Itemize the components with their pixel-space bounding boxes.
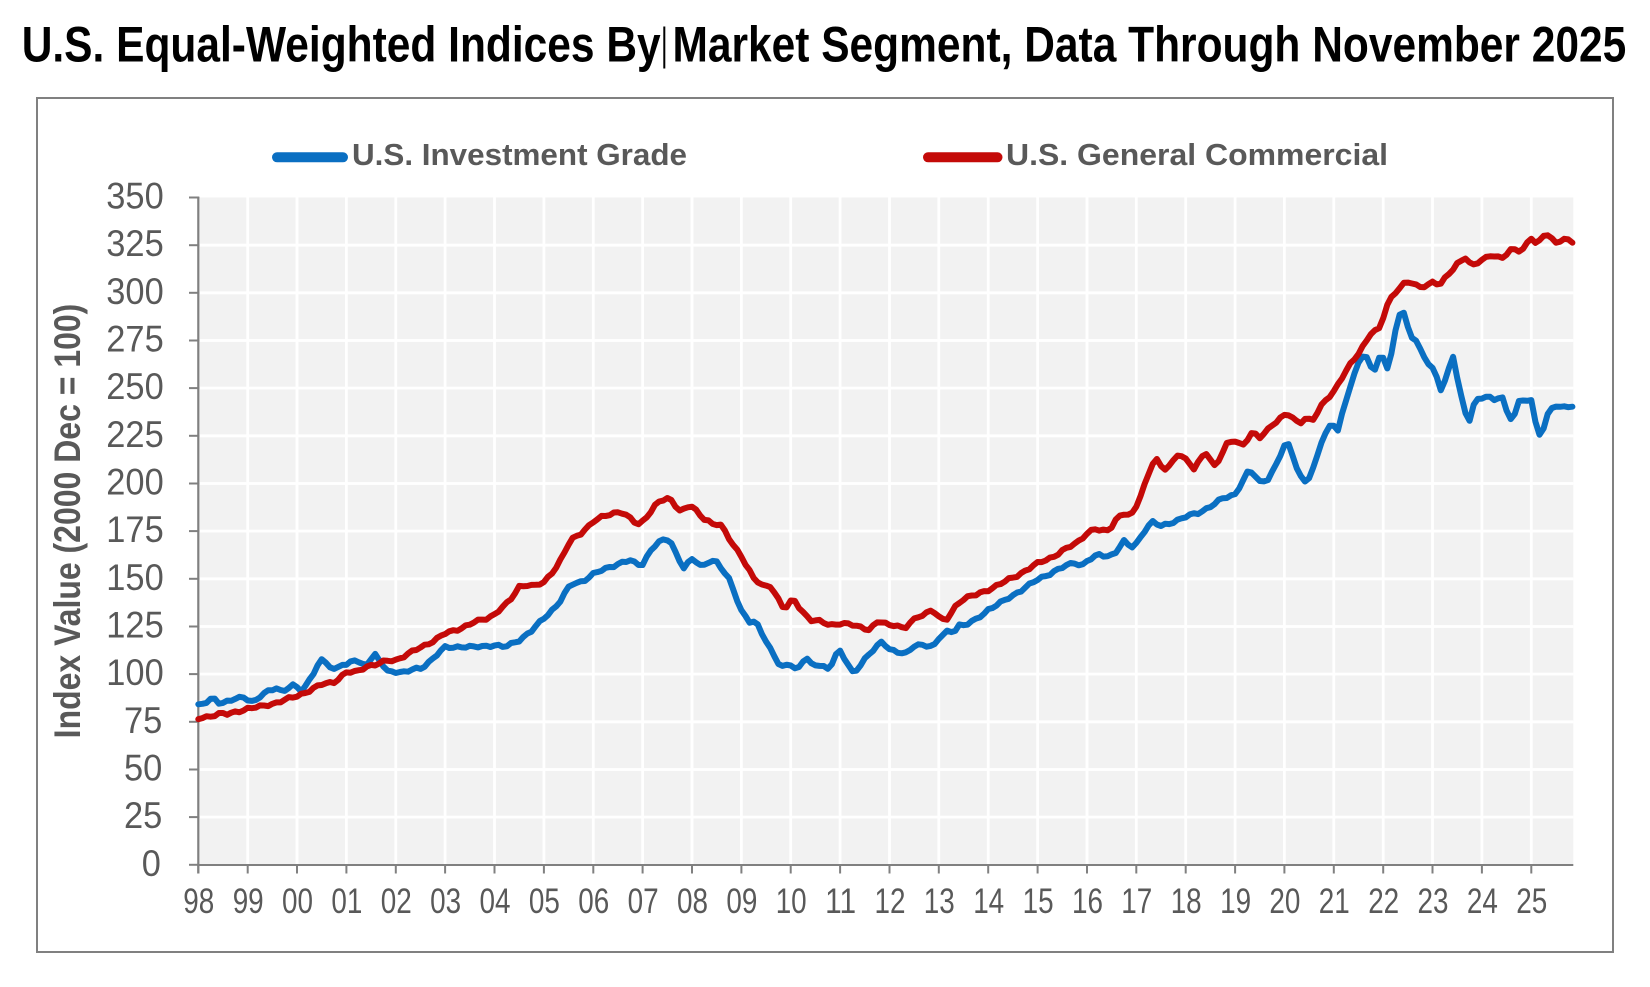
svg-text:300: 300: [106, 271, 163, 312]
svg-text:99: 99: [233, 881, 264, 921]
svg-text:00: 00: [282, 881, 313, 921]
svg-text:225: 225: [106, 414, 163, 455]
svg-text:15: 15: [1023, 881, 1054, 921]
svg-text:07: 07: [628, 881, 659, 921]
svg-text:16: 16: [1072, 881, 1103, 921]
svg-text:98: 98: [183, 881, 214, 921]
svg-text:Index Value (2000 Dec = 100): Index Value (2000 Dec = 100): [47, 304, 89, 739]
svg-text:21: 21: [1319, 881, 1350, 921]
svg-text:22: 22: [1368, 881, 1399, 921]
svg-text:25: 25: [1516, 881, 1547, 921]
svg-text:01: 01: [331, 881, 362, 921]
svg-text:25: 25: [124, 795, 162, 836]
svg-text:14: 14: [973, 881, 1004, 921]
svg-text:04: 04: [480, 881, 511, 921]
svg-text:325: 325: [106, 223, 163, 264]
svg-text:20: 20: [1269, 881, 1300, 921]
svg-text:350: 350: [106, 176, 163, 217]
svg-text:175: 175: [106, 509, 163, 550]
svg-text:23: 23: [1418, 881, 1449, 921]
svg-text:75: 75: [124, 700, 162, 741]
svg-text:10: 10: [776, 881, 807, 921]
svg-text:125: 125: [106, 605, 163, 646]
svg-text:19: 19: [1220, 881, 1251, 921]
svg-text:13: 13: [924, 881, 955, 921]
svg-text:U.S. General Commercial: U.S. General Commercial: [1006, 137, 1388, 172]
svg-text:18: 18: [1171, 881, 1202, 921]
svg-text:0: 0: [142, 843, 161, 884]
svg-text:U.S. Equal-Weighted Indices By: U.S. Equal-Weighted Indices By Market Se…: [22, 17, 1627, 73]
svg-text:200: 200: [106, 462, 163, 503]
svg-text:02: 02: [381, 881, 412, 921]
svg-text:50: 50: [124, 748, 162, 789]
svg-text:150: 150: [106, 557, 163, 598]
svg-text:17: 17: [1121, 881, 1152, 921]
svg-text:06: 06: [578, 881, 609, 921]
svg-text:100: 100: [106, 652, 163, 693]
svg-text:12: 12: [875, 881, 906, 921]
svg-text:08: 08: [677, 881, 708, 921]
svg-text:250: 250: [106, 366, 163, 407]
svg-text:U.S. Investment Grade: U.S. Investment Grade: [352, 137, 687, 172]
svg-text:275: 275: [106, 319, 163, 360]
svg-text:24: 24: [1467, 881, 1498, 921]
svg-text:09: 09: [726, 881, 757, 921]
svg-text:03: 03: [430, 881, 461, 921]
svg-text:05: 05: [529, 881, 560, 921]
svg-text:11: 11: [825, 881, 856, 921]
